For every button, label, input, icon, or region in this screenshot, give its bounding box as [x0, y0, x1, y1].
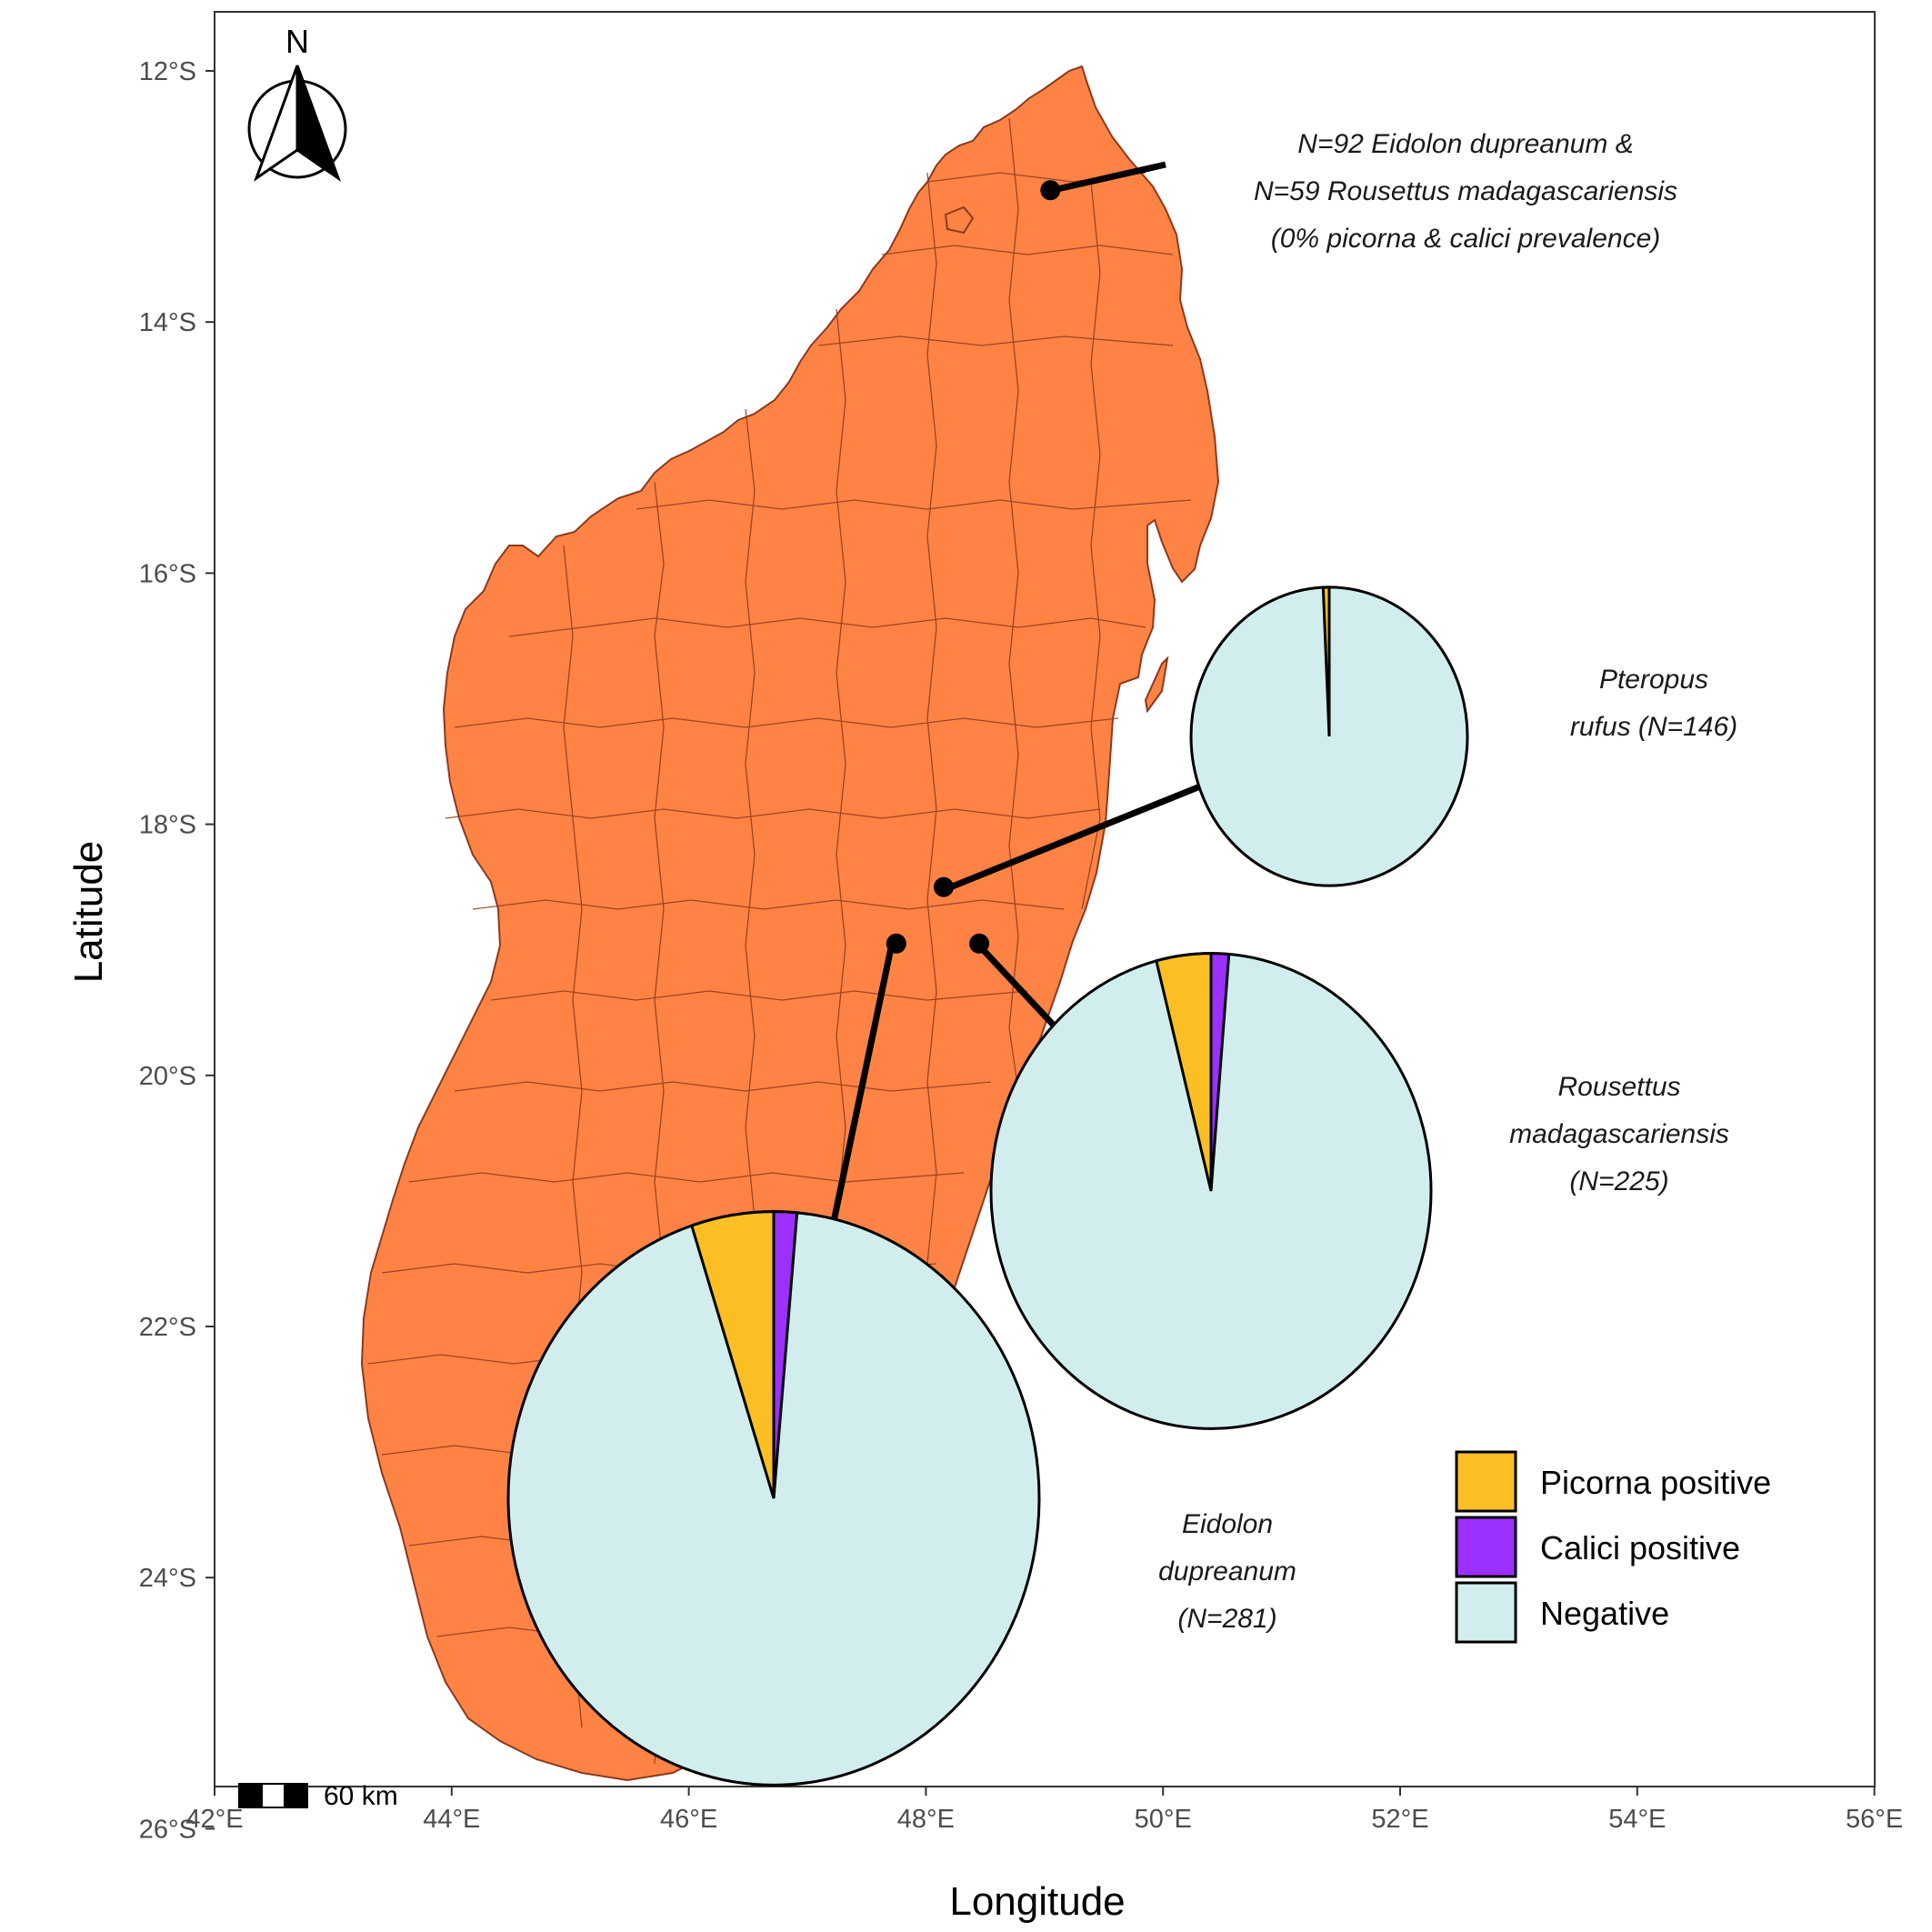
north-arrow-right-half — [295, 65, 342, 182]
leader-lines — [827, 161, 1202, 1236]
site-point — [969, 933, 990, 954]
x-tick-label: 46°E — [660, 1805, 717, 1834]
x-tick-label: 52°E — [1371, 1805, 1428, 1834]
scale-bar-segment-3 — [284, 1783, 308, 1808]
pteropus-label-line-1: Pteropus — [1599, 665, 1708, 695]
pie-slice-picorna — [1321, 586, 1331, 737]
x-tick-label: 56°E — [1846, 1805, 1903, 1834]
leader-eidolon — [827, 938, 896, 1236]
leader-rousettus — [976, 942, 1060, 1032]
pie-charts — [506, 586, 1469, 1787]
y-tick-label: 24°S — [139, 1564, 196, 1593]
x-tick-label: 50°E — [1135, 1805, 1192, 1834]
legend: Picorna positive Calici positive Negativ… — [1455, 1450, 1771, 1644]
y-tick-label: 22°S — [139, 1313, 196, 1342]
y-tick-label: 16°S — [139, 559, 196, 588]
x-tick-label: 54°E — [1608, 1805, 1666, 1834]
leader-pteropus — [944, 783, 1202, 893]
pie-pteropus-rufus — [1189, 586, 1469, 887]
scale-bar: 60 km — [238, 1781, 398, 1811]
pie-eidolon-dupreanum — [506, 1210, 1041, 1787]
site-point — [933, 876, 954, 897]
x-axis-title: Longitude — [949, 1879, 1125, 1924]
x-tick-label: 44°E — [423, 1805, 480, 1834]
north-arrow: N — [247, 23, 347, 182]
annotations: N=92 Eidolon dupreanum & N=59 Rousettus … — [1158, 129, 1737, 1634]
y-axis-title: Latitude — [66, 841, 111, 984]
rousettus-label-line-2: madagascariensis — [1509, 1119, 1729, 1149]
rousettus-label-line-3: (N=225) — [1569, 1166, 1668, 1196]
y-tick-label: 14°S — [139, 308, 196, 337]
y-tick-label: 18°S — [139, 811, 196, 840]
north-arrow-label: N — [285, 23, 309, 60]
legend-label-picorna: Picorna positive — [1540, 1464, 1771, 1501]
pie-rousettus-madagascariensis — [989, 952, 1433, 1430]
x-axis: 42°E 44°E 46°E 48°E 50°E 52°E 54°E 56°E — [185, 1787, 1903, 1834]
north-site-annotation-line-1: N=92 Eidolon dupreanum & — [1297, 129, 1633, 159]
y-axis: 12°S 14°S 16°S 18°S 20°S 22°S 24°S 26°S — [139, 57, 215, 1844]
site-point — [886, 933, 906, 954]
scale-bar-label: 60 km — [324, 1781, 398, 1811]
legend-label-calici: Calici positive — [1540, 1529, 1740, 1567]
y-tick-label: 12°S — [139, 57, 196, 86]
pie-slice-calici — [1209, 952, 1231, 1192]
leader-north — [1048, 161, 1166, 195]
legend-label-negative: Negative — [1540, 1595, 1669, 1632]
eidolon-label-line-3: (N=281) — [1177, 1604, 1276, 1634]
pie-slice-calici — [772, 1210, 799, 1499]
pteropus-label-line-2: rufus (N=146) — [1570, 712, 1737, 742]
rousettus-label-line-1: Rousettus — [1557, 1072, 1680, 1102]
legend-key-calici — [1455, 1516, 1517, 1578]
eidolon-label-line-1: Eidolon — [1182, 1509, 1273, 1539]
legend-key-negative — [1455, 1581, 1517, 1644]
site-point — [1040, 180, 1061, 201]
north-site-annotation-line-2: N=59 Rousettus madagascariensis — [1254, 176, 1677, 206]
sainte-marie-island — [1144, 656, 1169, 714]
y-tick-label: 20°S — [139, 1062, 196, 1091]
north-site-annotation-line-3: (0% picorna & calici prevalence) — [1271, 224, 1661, 254]
legend-key-picorna — [1455, 1450, 1517, 1513]
sample-sites — [886, 180, 1061, 954]
nosy-be-island — [944, 205, 975, 235]
scale-bar-segment-2 — [261, 1783, 285, 1808]
y-tick-label: 26°S — [139, 1815, 196, 1844]
eidolon-label-line-2: dupreanum — [1158, 1557, 1296, 1587]
x-tick-label: 48°E — [897, 1805, 955, 1834]
